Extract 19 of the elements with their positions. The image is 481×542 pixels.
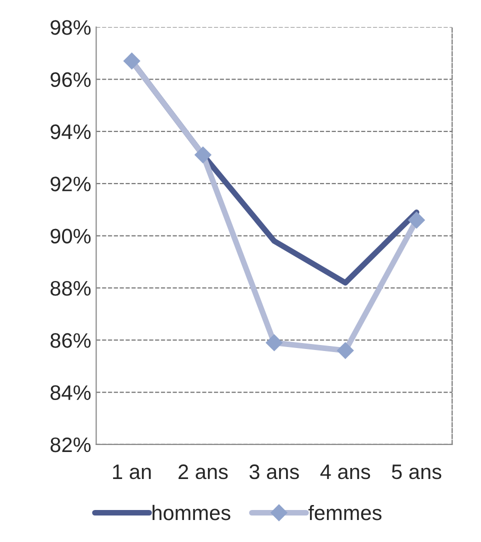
y-tick-label: 94%: [50, 124, 91, 140]
point: [336, 342, 354, 359]
y-tick-label: 88%: [50, 280, 91, 296]
y-tick-label: 84%: [50, 385, 91, 400]
y-tick-label: 82%: [50, 437, 91, 452]
x-tick-label: 1 an: [113, 464, 151, 480]
y-tick-label: 92%: [50, 176, 91, 192]
legend-label: hommes: [152, 504, 230, 520]
x-tick-label: 4 ans: [320, 464, 370, 480]
x-tick-label: 2 ans: [178, 464, 228, 480]
y-tick-label: 90%: [50, 228, 91, 244]
x-tick-label: 5 ans: [392, 464, 442, 480]
point: [408, 212, 425, 228]
y-tick-label: 98%: [50, 20, 91, 35]
point: [266, 334, 283, 352]
x-tick-label: 3 ans: [249, 464, 299, 480]
y-tick-label: 96%: [50, 72, 91, 88]
legend-label: femmes: [308, 504, 382, 520]
y-tick-label: 86%: [50, 333, 91, 348]
